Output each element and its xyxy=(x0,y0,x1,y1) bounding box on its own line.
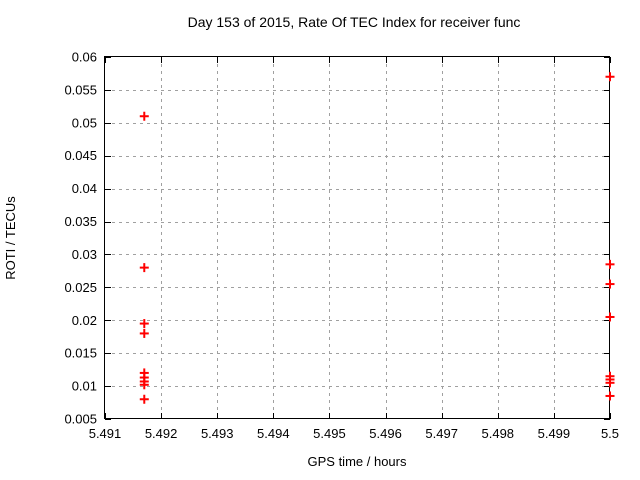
x-tick-label: 5.492 xyxy=(145,426,178,441)
y-tick-label: 0.045 xyxy=(64,148,97,163)
y-tick-label: 0.055 xyxy=(64,82,97,97)
x-tick-label: 5.5 xyxy=(601,426,619,441)
data-point xyxy=(139,111,149,121)
data-point xyxy=(139,380,149,390)
data-point xyxy=(139,319,149,329)
y-tick-label: 0.06 xyxy=(72,50,97,65)
y-tick-label: 0.02 xyxy=(72,313,97,328)
y-tick-label: 0.005 xyxy=(64,412,97,427)
y-tick-label: 0.025 xyxy=(64,280,97,295)
y-tick-label: 0.01 xyxy=(72,379,97,394)
y-tick-label: 0.05 xyxy=(72,115,97,130)
x-tick-label: 5.497 xyxy=(425,426,458,441)
data-point xyxy=(605,378,615,388)
y-tick-label: 0.035 xyxy=(64,214,97,229)
plot-border xyxy=(104,56,610,419)
data-point xyxy=(605,391,615,401)
x-tick-label: 5.495 xyxy=(313,426,346,441)
data-point xyxy=(139,263,149,273)
data-point xyxy=(139,328,149,338)
y-axis-label: ROTI / TECUs xyxy=(3,196,18,280)
chart-title: Day 153 of 2015, Rate Of TEC Index for r… xyxy=(188,14,521,30)
x-axis-label: GPS time / hours xyxy=(308,454,407,469)
data-point xyxy=(605,259,615,269)
x-tick-label: 5.494 xyxy=(257,426,290,441)
data-point xyxy=(605,312,615,322)
data-point-layer xyxy=(139,72,615,404)
axis-layer xyxy=(104,56,611,420)
y-tick-label: 0.04 xyxy=(72,181,97,196)
x-tick-label: 5.499 xyxy=(538,426,571,441)
grid-layer xyxy=(105,57,610,419)
x-tick-label: 5.491 xyxy=(89,426,122,441)
x-tick-label: 5.496 xyxy=(369,426,402,441)
data-point xyxy=(605,72,615,82)
data-point xyxy=(605,279,615,289)
x-tick-label: 5.498 xyxy=(482,426,515,441)
y-tick-label: 0.015 xyxy=(64,346,97,361)
y-tick-label: 0.03 xyxy=(72,247,97,262)
data-point xyxy=(139,394,149,404)
x-tick-label: 5.493 xyxy=(201,426,234,441)
tick-label-layer: 0.005 0.01 0.015 0.02 0.025 0.03 0.035 0.04 0.04… xyxy=(64,50,619,442)
